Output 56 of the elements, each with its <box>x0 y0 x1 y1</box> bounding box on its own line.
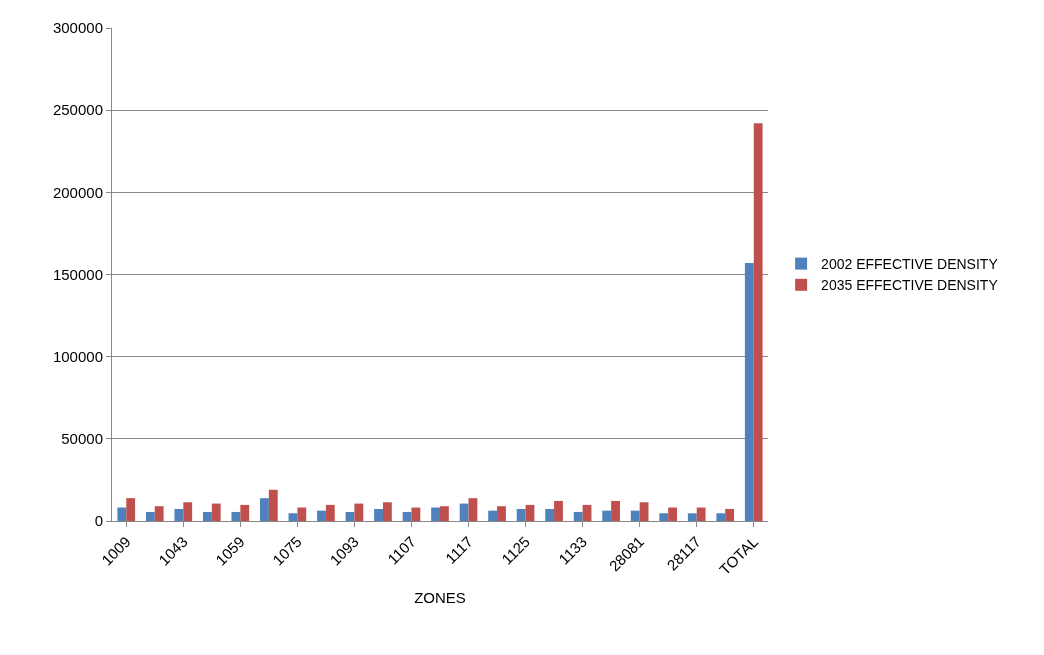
bar <box>145 511 155 521</box>
legend-label: 2035 EFFECTIVE DENSITY <box>821 277 999 294</box>
bar <box>317 510 326 521</box>
y-tick-label: 200000 <box>52 183 103 201</box>
bar <box>573 511 583 521</box>
bar <box>516 509 526 521</box>
bar <box>497 506 506 521</box>
bar <box>174 509 184 521</box>
bar <box>716 513 726 521</box>
bar <box>525 504 535 521</box>
bar <box>260 498 269 521</box>
bar <box>117 507 127 521</box>
bar <box>183 502 193 521</box>
bar <box>687 513 697 521</box>
bar <box>639 502 649 521</box>
bar <box>582 504 592 521</box>
bar <box>659 513 669 521</box>
bar <box>725 509 735 521</box>
bar <box>345 511 355 521</box>
bar <box>211 503 221 521</box>
bar <box>459 503 469 521</box>
y-tick-label: 150000 <box>52 265 103 283</box>
bar <box>288 513 298 521</box>
bar <box>696 507 706 521</box>
bar <box>268 489 278 521</box>
bar <box>668 507 678 521</box>
bar <box>753 123 763 521</box>
y-tick-label: 250000 <box>52 101 103 119</box>
bar <box>468 498 478 521</box>
y-tick-label: 50000 <box>61 430 103 448</box>
y-tick-label: 100000 <box>52 347 103 365</box>
bar <box>240 504 250 521</box>
bar <box>374 509 383 521</box>
bar <box>402 511 412 521</box>
bar <box>202 511 212 521</box>
bar <box>431 507 440 521</box>
bar <box>411 507 421 521</box>
bar <box>325 504 335 521</box>
bar <box>231 511 241 521</box>
bar <box>630 510 640 521</box>
bar <box>554 500 563 521</box>
bar <box>611 500 620 521</box>
bar <box>126 498 136 521</box>
legend-label: 2002 EFFECTIVE DENSITY <box>821 256 999 273</box>
y-tick-label: 0 <box>94 512 103 530</box>
bar <box>545 509 555 521</box>
bar <box>488 510 498 521</box>
bar <box>154 506 164 521</box>
bar <box>354 503 364 521</box>
bar <box>602 510 612 521</box>
bar <box>297 507 307 521</box>
x-axis-title: ZONES <box>414 589 466 607</box>
bar <box>744 263 754 521</box>
bar <box>440 506 449 521</box>
y-tick-label: 300000 <box>52 19 103 37</box>
bar <box>382 502 392 521</box>
